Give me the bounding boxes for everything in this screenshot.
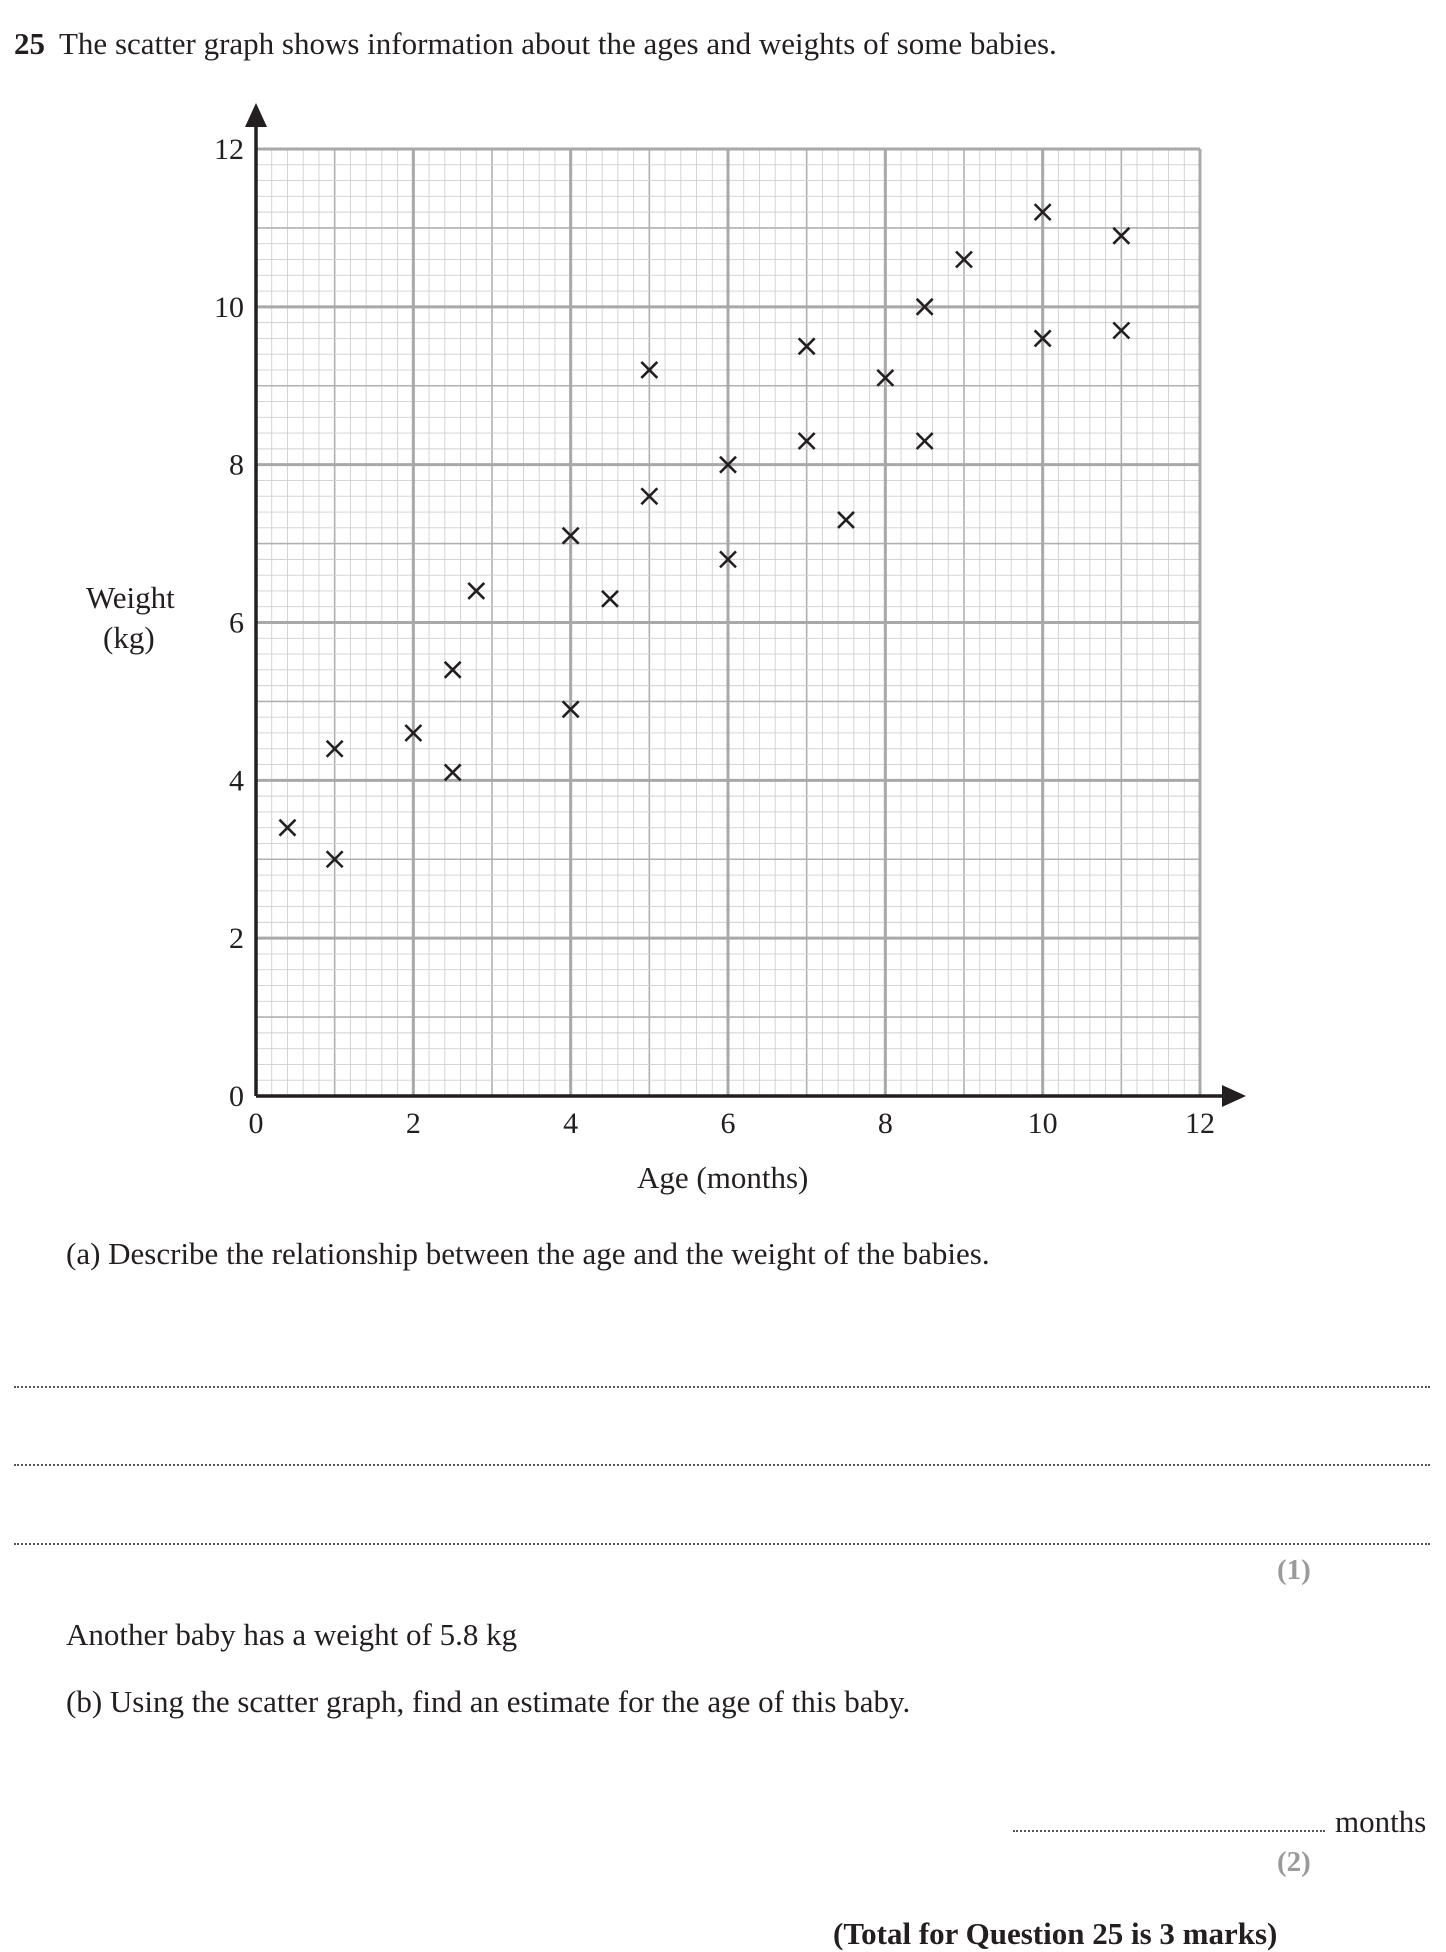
data-point-cross (955, 250, 973, 269)
y-tick-label: 8 (229, 449, 244, 482)
part-b-answer-line[interactable] (1013, 1830, 1325, 1832)
part-a-question: (a) Describe the relationship between th… (66, 1236, 990, 1271)
x-tick-labels: 0 2 4 6 8 10 12 (249, 1107, 1216, 1140)
data-point-cross (561, 700, 580, 719)
data-point-stroke (404, 724, 423, 742)
data-point-cross (1033, 329, 1052, 348)
x-tick-label: 0 (249, 1107, 264, 1140)
y-tick-label: 12 (214, 133, 244, 166)
data-point-stroke (325, 850, 344, 869)
x-axis-arrow (1222, 1085, 1246, 1107)
data-point-stroke (915, 432, 934, 450)
y-tick-labels: 0 2 4 6 8 10 12 (214, 133, 244, 1113)
x-tick-label: 12 (1185, 1107, 1215, 1140)
data-point-cross (719, 455, 737, 474)
part-b-unit: months (1335, 1804, 1427, 1839)
data-point-stroke (915, 297, 934, 316)
part-b-marks: (2) (1277, 1846, 1311, 1878)
question-total: (Total for Question 25 is 3 marks) (833, 1916, 1278, 1951)
data-point-cross (443, 763, 462, 782)
answer-line-3[interactable] (14, 1543, 1430, 1545)
y-tick-label: 2 (229, 922, 244, 955)
x-tick-label: 2 (406, 1107, 421, 1140)
part-a-marks: (1) (1277, 1554, 1311, 1586)
question-number: 25 (14, 26, 45, 61)
data-point-cross (1112, 226, 1131, 245)
data-point-cross (719, 550, 737, 569)
y-axis-arrow (245, 103, 267, 127)
data-point-cross (1112, 321, 1131, 340)
data-point-stroke (640, 487, 659, 506)
data-point-stroke (797, 337, 816, 356)
data-points (278, 203, 1131, 869)
data-point-cross (640, 361, 659, 379)
data-point-cross (640, 487, 659, 506)
data-point-stroke (443, 660, 462, 679)
part-b-question: (b) Using the scatter graph, find an est… (66, 1684, 911, 1719)
data-point-stroke (325, 739, 344, 758)
data-point-stroke (601, 589, 619, 608)
y-tick-label: 0 (229, 1080, 244, 1113)
data-point-stroke (1112, 226, 1131, 245)
y-axis-label-line1: Weight (86, 580, 175, 615)
data-point-cross (467, 582, 486, 600)
data-point-cross (915, 432, 934, 450)
x-tick-label: 4 (563, 1107, 578, 1140)
y-axis-label-line2: (kg) (103, 620, 155, 655)
data-point-cross (876, 368, 895, 387)
data-point-stroke (1112, 321, 1131, 340)
data-point-stroke (719, 455, 737, 474)
x-axis-label: Age (months) (637, 1160, 809, 1195)
x-tick-label: 8 (878, 1107, 893, 1140)
data-point-stroke (1033, 203, 1052, 222)
data-point-stroke (797, 432, 816, 450)
x-tick-label: 6 (721, 1107, 736, 1140)
y-tick-label: 4 (229, 764, 244, 797)
data-point-stroke (640, 361, 659, 379)
data-point-stroke (443, 763, 462, 782)
data-point-cross (325, 739, 344, 758)
data-point-stroke (719, 550, 737, 569)
x-tick-label: 10 (1028, 1107, 1058, 1140)
data-point-stroke (955, 250, 973, 269)
answer-line-2[interactable] (14, 1464, 1430, 1466)
data-point-stroke (467, 582, 486, 600)
scatter-graph: 0 2 4 6 8 10 12 0 2 4 6 8 10 12 (214, 103, 1246, 1140)
data-point-cross (837, 510, 855, 529)
data-point-cross (278, 818, 297, 837)
question-heading: 25 The scatter graph shows information ab… (14, 26, 1057, 62)
answer-line-1[interactable] (14, 1386, 1430, 1388)
data-point-cross (561, 526, 580, 545)
data-point-cross (404, 724, 423, 742)
data-point-stroke (1033, 329, 1052, 348)
data-point-cross (601, 589, 619, 608)
data-point-cross (797, 432, 816, 450)
y-tick-label: 6 (229, 607, 244, 640)
data-point-stroke (837, 510, 855, 529)
data-point-cross (325, 850, 344, 869)
part-b-intro: Another baby has a weight of 5.8 kg (66, 1617, 518, 1652)
data-point-stroke (561, 700, 580, 719)
data-point-stroke (876, 368, 895, 387)
data-point-cross (443, 660, 462, 679)
data-point-cross (1033, 203, 1052, 222)
data-point-cross (797, 337, 816, 356)
data-point-stroke (278, 818, 297, 837)
y-tick-label: 10 (214, 291, 244, 324)
data-point-stroke (561, 526, 580, 545)
data-point-cross (915, 297, 934, 316)
axes (245, 103, 1246, 1107)
question-text: The scatter graph shows information abou… (59, 26, 1057, 61)
